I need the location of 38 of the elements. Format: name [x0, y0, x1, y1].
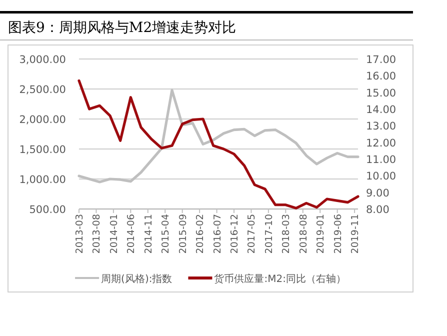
x-tick-label: 2017-05: [246, 214, 258, 254]
y-tick-label: 1,500.00: [19, 144, 66, 156]
x-tick-label: 2014-06: [126, 214, 138, 254]
x-tick-label: 2015-04: [160, 214, 172, 254]
x-tick-label: 2018-08: [298, 214, 310, 254]
y2-tick-label: 13.00: [366, 120, 396, 133]
x-tick-label: 2018-03: [281, 214, 292, 254]
x-tick-label: 2019-11: [350, 214, 362, 254]
y2-tick-label: 14.00: [366, 104, 396, 116]
y2-tick-label: 9.00: [366, 187, 390, 200]
x-tick-label: 2016-07: [212, 214, 224, 254]
line-series: [78, 79, 360, 210]
y-tick-label: 1,000.00: [19, 174, 66, 186]
x-tick-label: 2015-09: [178, 214, 189, 254]
x-tick-label: 2016-02: [195, 214, 206, 254]
y2-tick-label: 10.00: [366, 170, 396, 183]
y2-tick-label: 8.00: [366, 204, 390, 216]
y2-tick-label: 15.00: [366, 87, 396, 100]
x-tick-label: 2019-06: [332, 214, 344, 254]
line-series: [78, 88, 360, 184]
legend-label: 货币供应量:M2:同比（右轴）: [214, 273, 346, 285]
y-tick-label: 2,000.00: [19, 114, 66, 126]
chart-title: 图表9：周期风格与M2增速走势对比: [8, 20, 236, 36]
x-tick-label: 2013-08: [92, 214, 103, 254]
y-tick-label: 500.00: [29, 204, 66, 216]
x-tick-label: 2017-10: [264, 214, 275, 254]
x-tick-label: 2016-12: [230, 214, 240, 254]
y-tick-label: 3,000.00: [19, 54, 66, 66]
x-tick-label: 2014-11: [143, 214, 154, 254]
y2-tick-label: 16.00: [366, 70, 396, 83]
y2-tick-label: 12.00: [366, 137, 396, 150]
legend-label: 周期(风格):指数: [101, 273, 172, 285]
y2-tick-label: 11.00: [366, 154, 396, 166]
x-tick-label: 2014-01: [108, 214, 120, 254]
y2-tick-label: 17.00: [366, 54, 396, 66]
x-tick-label: 2019-01: [316, 214, 327, 254]
y-tick-label: 2,500.00: [19, 84, 66, 96]
x-tick-label: 2013-03: [74, 214, 86, 254]
